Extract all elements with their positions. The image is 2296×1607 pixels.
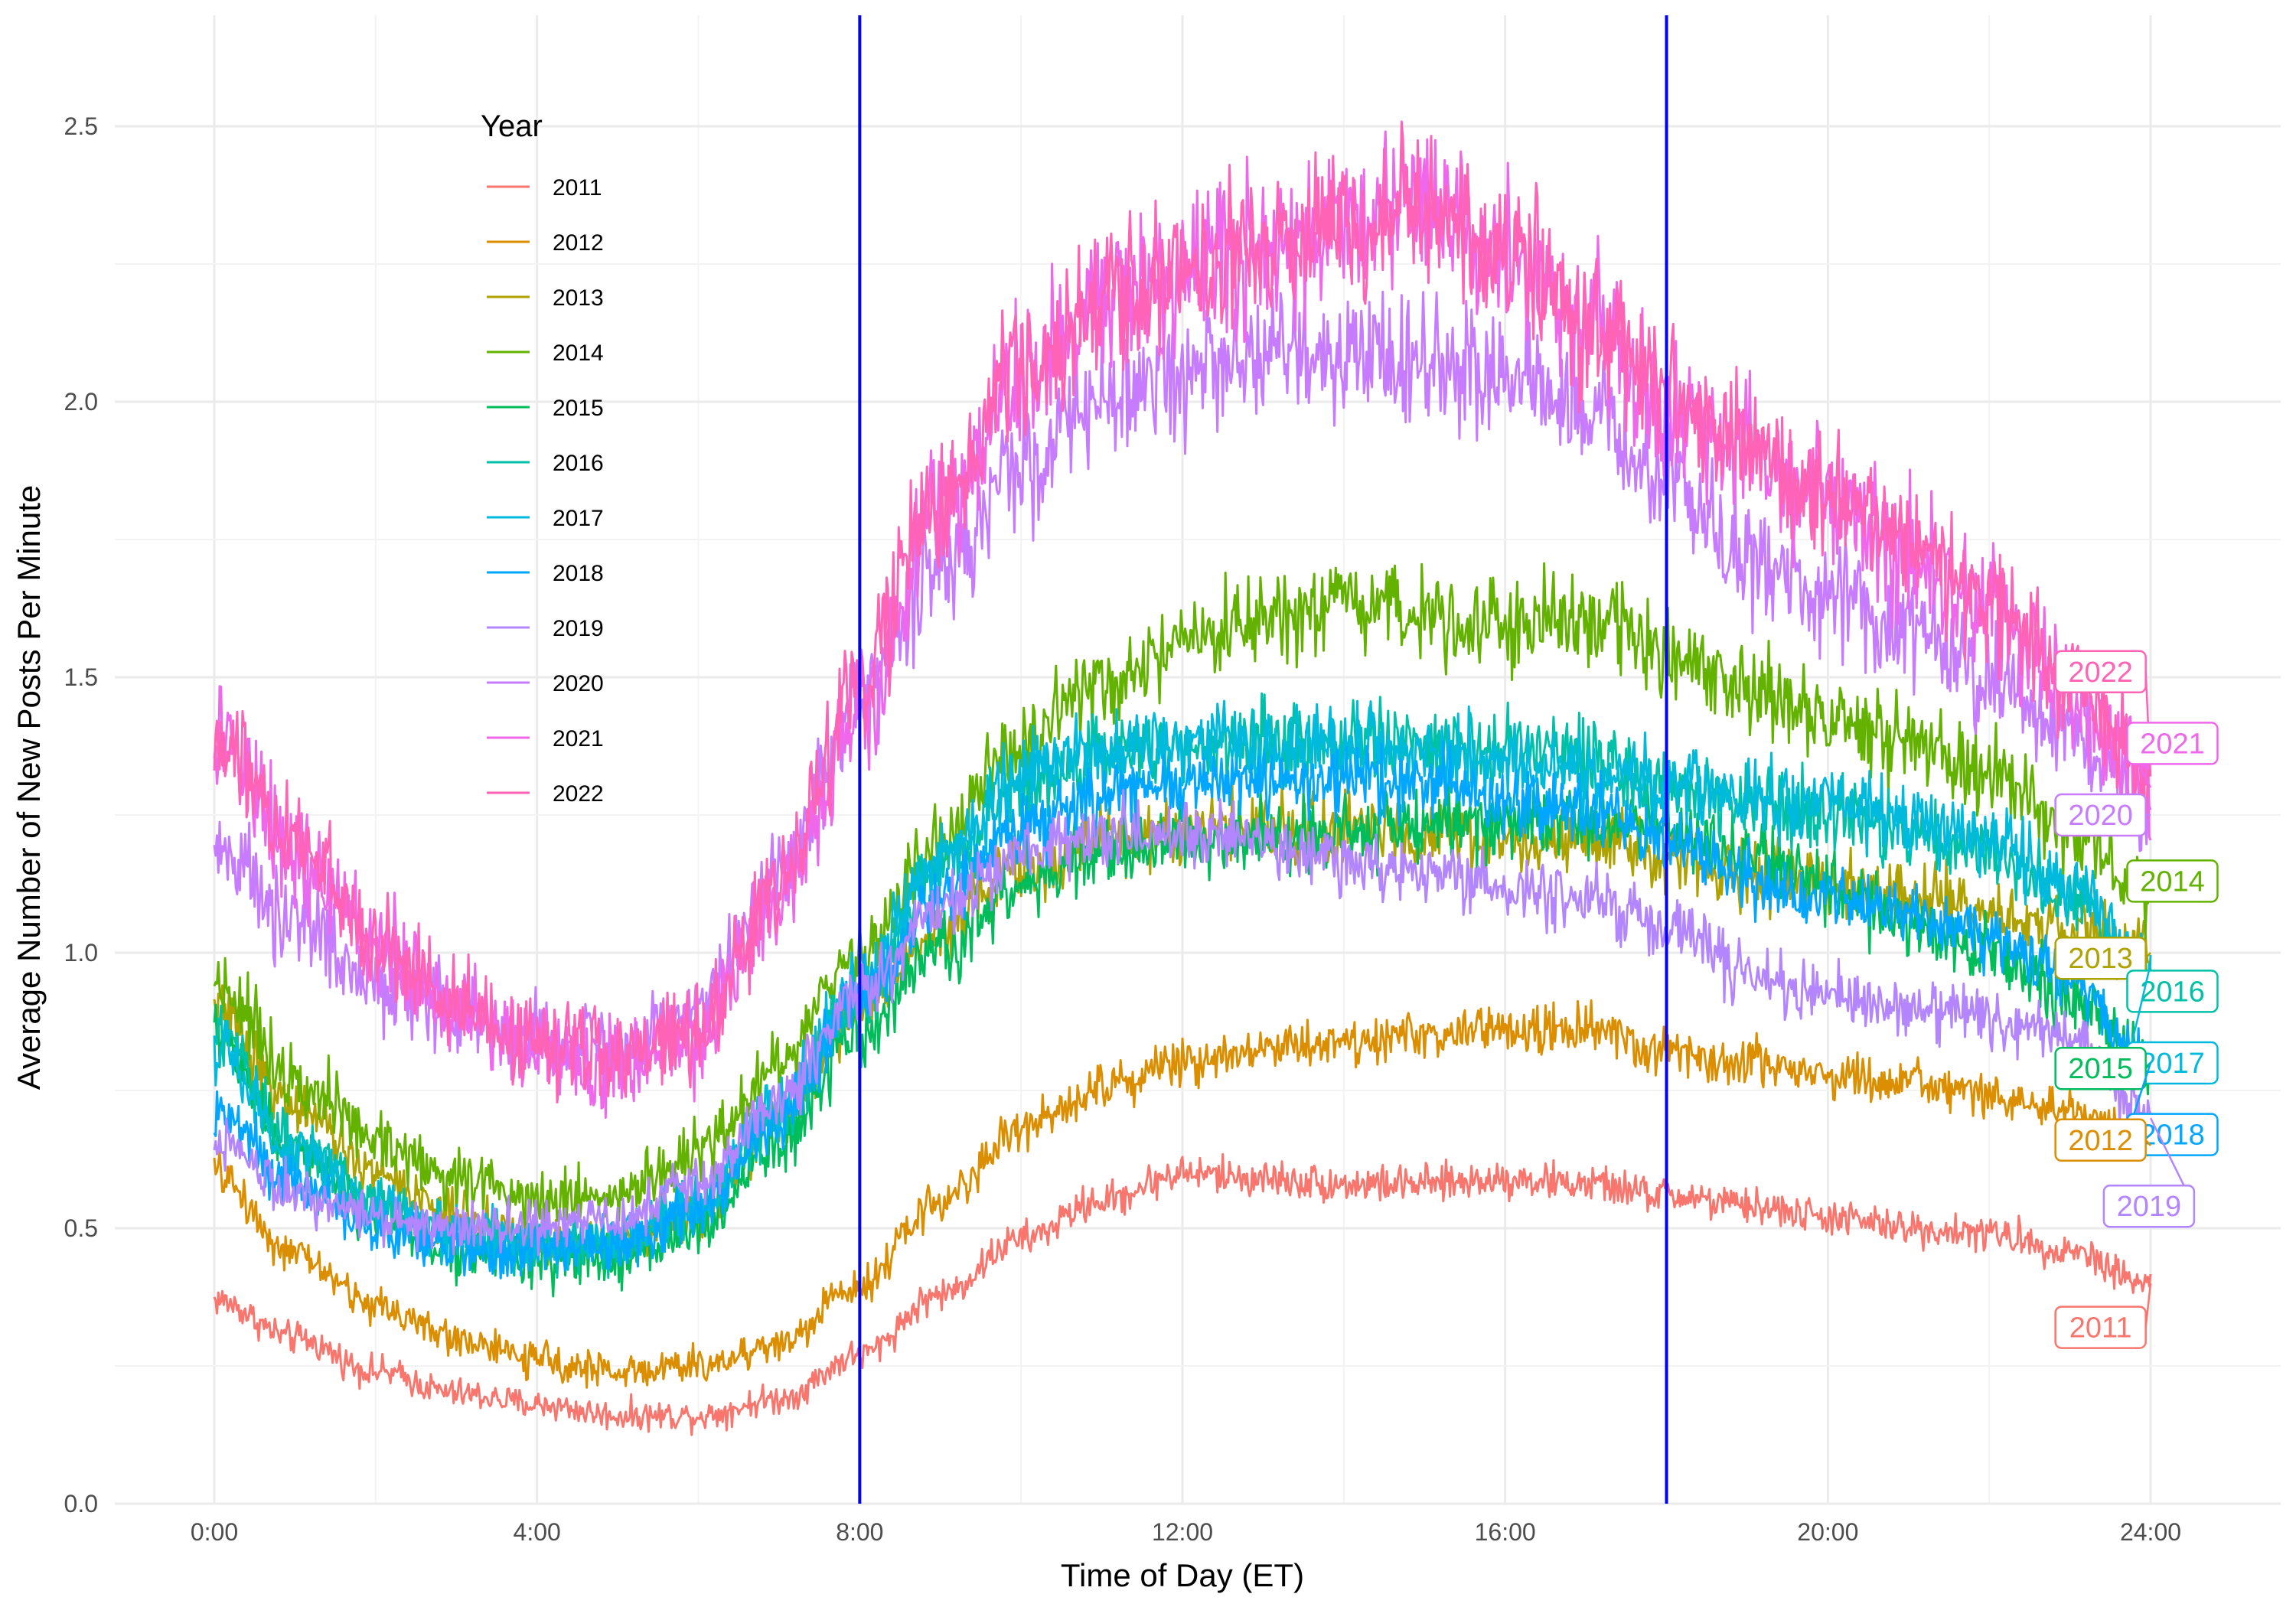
label-text: 2016 [2140,976,2205,1008]
end-label-2011: 2011 [2054,1283,2152,1349]
x-tick-label: 20:00 [1797,1518,1858,1546]
x-tick-label: 24:00 [2120,1518,2181,1546]
label-box [2126,970,2219,1013]
legend-label-2012: 2012 [553,230,604,256]
end-label-2016: 2016 [2126,970,2219,1013]
end-labels: 2022202120202014201320162017201520182012… [2054,650,2219,1349]
label-box [2054,1118,2147,1162]
y-tick-label: 0.0 [64,1490,98,1517]
y-tick-label: 2.0 [64,388,98,416]
label-text: 2020 [2068,800,2133,832]
series-line-2019 [213,788,2152,1257]
label-box [2054,793,2147,837]
axis-ticks: 0:00 4:00 8:00 12:00 16:00 20:00 24:00 0.0 0.5 1.… [64,112,2182,1546]
label-text: 2011 [2069,1312,2132,1345]
x-tick-label: 12:00 [1152,1518,1213,1546]
legend-label-2013: 2013 [553,285,604,311]
x-tick-label: 16:00 [1475,1518,1536,1546]
x-tick-label: 0:00 [191,1518,238,1546]
end-label-2015: 2015 [2054,1046,2151,1090]
legend-label-2014: 2014 [553,341,604,366]
x-tick-label: 8:00 [836,1518,883,1546]
label-text: 2019 [2117,1191,2182,1223]
label-text: 2015 [2068,1053,2133,1085]
series-lines [213,120,2152,1436]
series-line-2022 [213,122,2152,1103]
legend-label-2011: 2011 [553,175,602,200]
y-axis-title: Average Number of New Posts Per Minute [11,485,47,1090]
legend: Year 2011 2012 2013 2014 2015 2016 2017 2018 201… [481,109,604,807]
end-label-2020: 2020 [2054,793,2151,837]
end-label-2019: 2019 [2102,1117,2196,1228]
y-tick-label: 2.5 [64,112,98,140]
end-label-2021: 2021 [2126,722,2219,788]
y-tick-label: 1.5 [64,663,98,691]
legend-label-2018: 2018 [553,561,604,586]
end-label-2014: 2014 [2126,859,2219,903]
x-tick-label: 4:00 [514,1518,561,1546]
label-text: 2014 [2140,865,2205,898]
label-box [2054,936,2147,980]
series-line-2012 [213,999,2152,1389]
label-text: 2021 [2140,728,2205,760]
label-box [2054,650,2147,694]
legend-label-2020: 2020 [553,671,604,696]
label-box [2054,1046,2147,1090]
series-line-2011 [213,1152,2152,1436]
label-text: 2018 [2140,1120,2205,1152]
label-box [2054,1305,2147,1349]
legend-label-2019: 2019 [553,616,604,641]
legend-label-2022: 2022 [553,781,604,807]
legend-label-2021: 2021 [553,726,604,751]
end-label-2012: 2012 [2054,1118,2151,1162]
series-line-2014 [213,562,2152,1229]
legend-label-2017: 2017 [553,506,604,531]
end-label-2013: 2013 [2054,936,2151,980]
y-tick-label: 1.0 [64,939,98,966]
label-text: 2012 [2068,1125,2133,1157]
legend-title: Year [481,109,543,143]
label-text: 2022 [2068,657,2133,689]
label-text: 2013 [2068,943,2133,975]
end-label-2022: 2022 [2054,650,2152,777]
reference-lines [858,15,1668,1504]
legend-label-2016: 2016 [553,451,604,476]
label-box [2126,722,2219,765]
x-axis-title: Time of Day (ET) [1061,1557,1304,1593]
label-box [2126,859,2219,903]
legend-label-2015: 2015 [553,396,604,421]
series-line-2021 [213,120,2152,1119]
y-tick-label: 0.5 [64,1214,98,1242]
label-box [2102,1184,2196,1228]
